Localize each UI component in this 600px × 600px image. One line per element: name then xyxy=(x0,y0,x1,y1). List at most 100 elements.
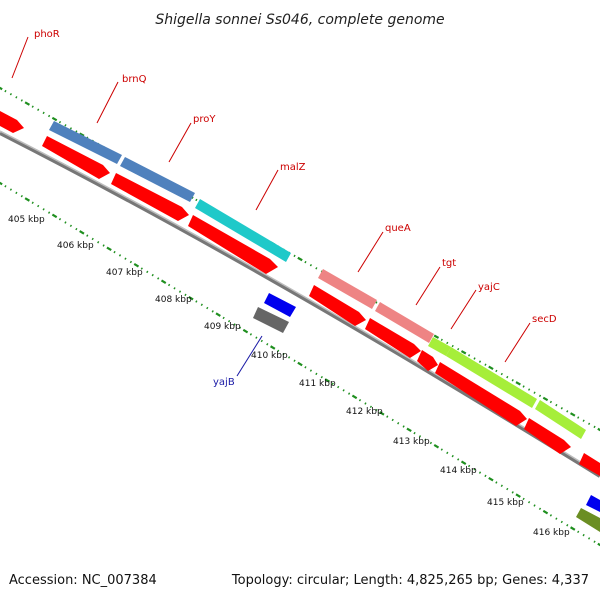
cds-arrow-9[interactable] xyxy=(579,453,600,476)
scale-tick xyxy=(495,369,498,373)
scale-tick xyxy=(538,394,542,398)
kbp-label: 410 kbp xyxy=(251,351,288,361)
scale-tick xyxy=(397,422,400,425)
gene-bar-secd-2[interactable] xyxy=(535,400,586,439)
scale-tick xyxy=(157,277,160,280)
cds-arrow-8[interactable] xyxy=(524,418,571,454)
gene-bar-olive[interactable] xyxy=(576,508,600,532)
scale-tick xyxy=(555,517,558,520)
scale-tick xyxy=(446,451,449,455)
scale-tick xyxy=(69,127,73,130)
gene-label-proy[interactable]: proY xyxy=(193,114,216,125)
gene-bar-yajc[interactable] xyxy=(428,337,451,356)
scale-tick xyxy=(351,394,358,400)
scale-tick xyxy=(184,293,187,297)
scale-tick xyxy=(173,287,176,290)
backbone-line xyxy=(0,131,600,478)
gene-bar-quea[interactable] xyxy=(318,269,377,309)
kbp-label: 409 kbp xyxy=(204,322,241,332)
scale-tick xyxy=(460,350,467,355)
gene-label-yajc[interactable]: yajC xyxy=(478,282,500,293)
scale-tick xyxy=(560,520,563,524)
cds-arrow-2[interactable] xyxy=(111,173,189,221)
gene-bar-secd-1[interactable] xyxy=(446,347,537,408)
kbp-label: 411 kbp xyxy=(299,379,336,389)
scale-tick xyxy=(129,260,133,264)
scale-tick xyxy=(488,476,494,482)
scale-tick xyxy=(31,105,34,108)
gene-bar-brnq[interactable] xyxy=(49,121,122,164)
scale-tick xyxy=(549,400,553,404)
cds-arrow-7[interactable] xyxy=(435,362,527,426)
accession-text: Accession: NC_007384 xyxy=(9,573,157,588)
scale-tick xyxy=(457,347,460,351)
scale-tick xyxy=(211,310,214,313)
scale-tick xyxy=(47,211,51,214)
scale-tick xyxy=(522,497,525,501)
scale-tick xyxy=(500,372,503,376)
scale-tick xyxy=(429,441,433,445)
scale-tick xyxy=(457,458,460,461)
cds-arrow-3[interactable] xyxy=(188,215,278,274)
pseudo-feature-gray[interactable] xyxy=(253,307,289,333)
gene-bar-proy[interactable] xyxy=(120,157,195,202)
scale-tick xyxy=(566,410,569,413)
scale-tick xyxy=(20,194,23,198)
scale-tick xyxy=(549,514,553,517)
scale-tick xyxy=(467,354,471,357)
scale-tick xyxy=(440,338,443,342)
gene-label-tgt[interactable]: tgt xyxy=(442,258,456,269)
scale-tick xyxy=(597,542,600,547)
scale-tick xyxy=(249,333,253,336)
kbp-label: 413 kbp xyxy=(393,437,430,447)
scale-tick xyxy=(358,398,362,402)
scale-tick xyxy=(167,283,171,287)
gene-label-phor[interactable]: phoR xyxy=(34,29,60,40)
scale-tick xyxy=(570,412,576,417)
scale-tick xyxy=(42,208,45,211)
gene-bar-malz[interactable] xyxy=(195,199,291,262)
scale-tick xyxy=(188,295,194,301)
scale-tick xyxy=(406,427,412,433)
kbp-label: 407 kbp xyxy=(106,268,143,278)
gene-label-brnq[interactable]: brnQ xyxy=(122,74,147,85)
cds-arrow-1[interactable] xyxy=(42,136,110,179)
gene-feature-track xyxy=(49,121,600,532)
scale-tick xyxy=(560,407,563,410)
gene-label-secd[interactable]: secD xyxy=(532,314,557,325)
scale-tick xyxy=(347,392,351,395)
scale-tick xyxy=(270,345,276,350)
scale-tick xyxy=(511,491,514,494)
scale-tick xyxy=(533,391,536,394)
scale-tick xyxy=(418,435,422,438)
scale-tick xyxy=(255,336,258,339)
gene-bar-tgt[interactable] xyxy=(375,302,434,343)
scale-tick xyxy=(91,237,94,241)
scale-tick xyxy=(413,431,416,435)
kbp-label: 412 kbp xyxy=(346,407,383,417)
yajb-leader-line xyxy=(236,335,263,377)
rna-feature-blue-right[interactable] xyxy=(586,495,600,512)
scale-tick xyxy=(58,217,62,221)
cds-arrow-4[interactable] xyxy=(309,285,366,326)
scale-tick xyxy=(555,403,558,407)
scale-tick xyxy=(566,524,569,527)
gene-label-quea[interactable]: queA xyxy=(385,223,411,234)
scale-tick xyxy=(488,365,494,371)
scale-tick xyxy=(37,204,40,208)
scale-tick xyxy=(424,438,427,441)
scale-tick xyxy=(379,411,385,416)
scale-tick xyxy=(309,369,313,372)
scale-tick xyxy=(331,382,334,385)
cds-arrow-6[interactable] xyxy=(417,350,438,371)
cds-arrow-5[interactable] xyxy=(365,318,421,358)
scale-tick xyxy=(31,201,34,204)
rna-feature-blue[interactable] xyxy=(264,293,296,317)
scale-tick xyxy=(15,191,18,195)
scale-tick xyxy=(102,244,105,247)
gene-label-malz[interactable]: malZ xyxy=(280,162,306,173)
cds-arrow-phor[interactable] xyxy=(0,111,24,133)
scale-tick xyxy=(433,334,440,339)
scale-tick xyxy=(484,474,487,478)
gene-label-yajb[interactable]: yajB xyxy=(213,377,235,388)
